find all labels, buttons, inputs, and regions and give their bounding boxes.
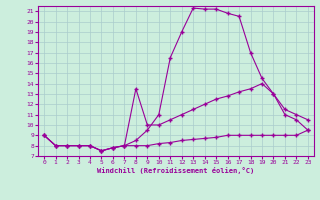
- X-axis label: Windchill (Refroidissement éolien,°C): Windchill (Refroidissement éolien,°C): [97, 167, 255, 174]
